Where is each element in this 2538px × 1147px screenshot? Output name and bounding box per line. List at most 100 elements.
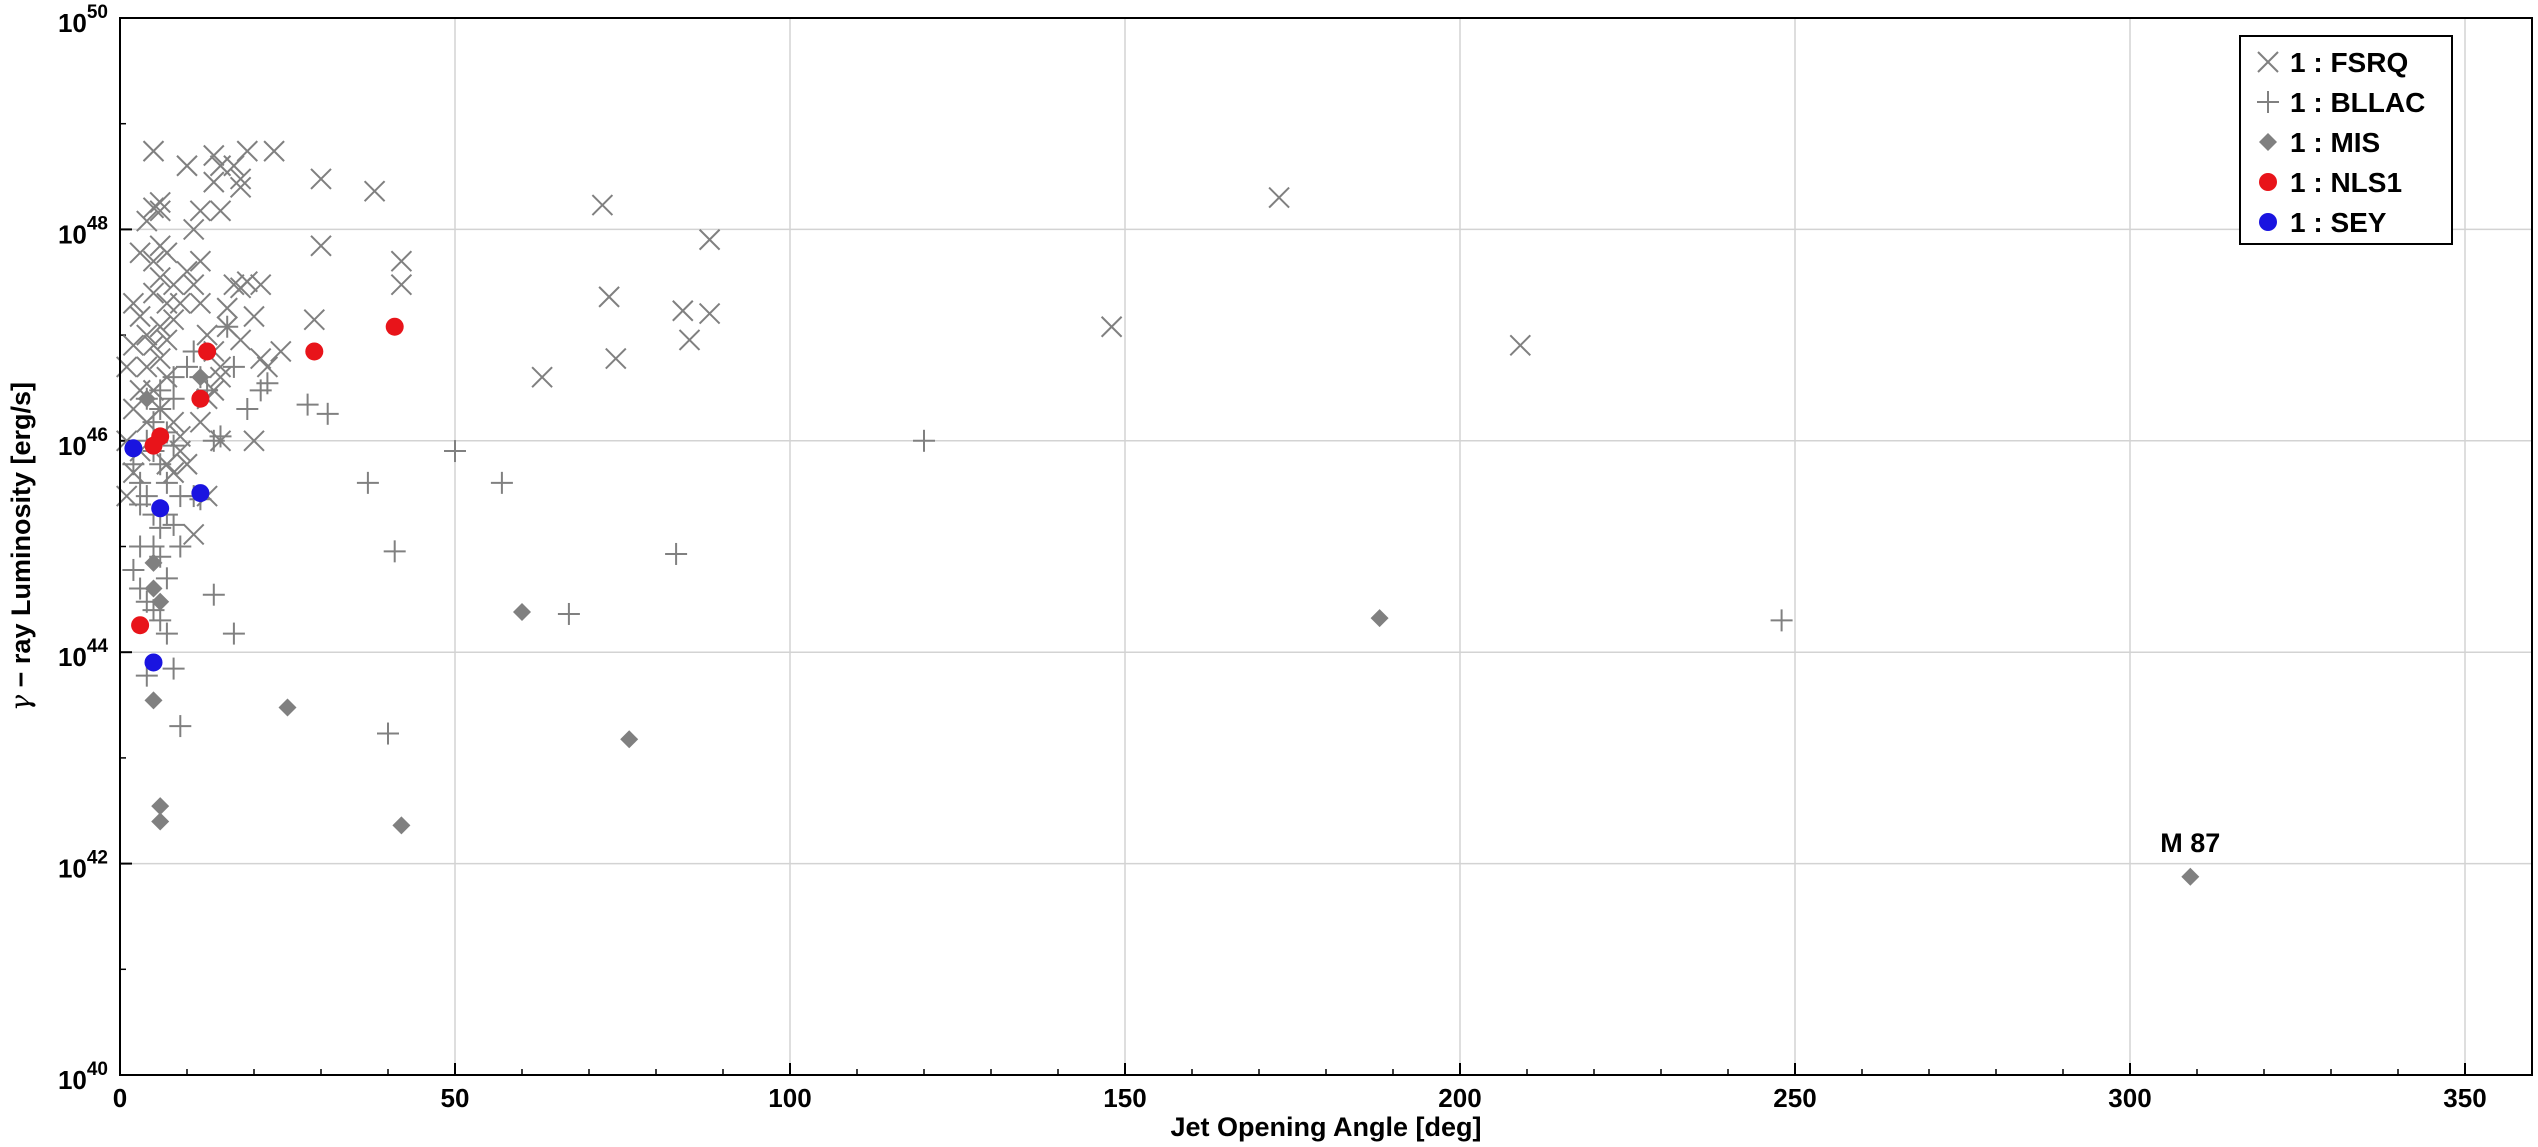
data-point-mis — [620, 730, 639, 749]
y-tick-label: 1044 — [58, 636, 108, 672]
marker-stroke — [209, 200, 232, 222]
marker-stroke — [236, 270, 259, 293]
data-point-fsrq — [390, 250, 413, 272]
marker-stroke — [698, 228, 721, 251]
data-point-bllac — [129, 493, 152, 516]
data-point-mis — [278, 698, 297, 717]
data-point-fsrq — [136, 210, 158, 232]
data-point-mis — [151, 797, 170, 816]
data-point-fsrq — [310, 168, 332, 190]
data-point-fsrq — [1100, 316, 1123, 338]
marker-stroke — [209, 356, 232, 378]
data-point-bllac — [162, 657, 185, 680]
data-point-bllac — [142, 411, 165, 434]
data-point-bllac — [222, 622, 245, 645]
data-point-fsrq — [698, 302, 721, 325]
marker-stroke — [203, 144, 225, 167]
data-point-bllac — [377, 722, 399, 745]
marker-stroke — [129, 242, 151, 264]
axis-tick-labels: 0 50 100 150 200 250 300 350 1040 1042 1044 1046 104… — [58, 2, 2487, 1113]
data-point-nls1 — [144, 436, 163, 455]
data-point-mis — [144, 579, 163, 598]
marker-stroke — [129, 305, 151, 328]
data-point-fsrq — [149, 266, 171, 289]
data-point-fsrq — [142, 140, 165, 162]
data-point-fsrq — [176, 155, 198, 177]
data-point-fsrq — [176, 453, 198, 475]
data-point-mis — [513, 603, 531, 622]
marker-stroke — [142, 282, 165, 304]
marker-stroke — [149, 200, 171, 222]
y-tick-label: 1046 — [58, 425, 108, 461]
marker-stroke — [142, 250, 165, 272]
annotation-label: M 87 — [2160, 828, 2220, 858]
data-point-fsrq — [249, 273, 272, 296]
data-point-fsrq — [149, 200, 171, 222]
marker-stroke — [182, 273, 205, 296]
legend-label: 1 : NLS1 — [2290, 167, 2402, 198]
data-point-fsrq — [243, 430, 265, 452]
series-nls1 — [131, 317, 404, 635]
legend-marker — [2257, 51, 2279, 73]
data-point-mis — [151, 812, 170, 831]
legend-item-sey: 1 : SEY — [2259, 207, 2387, 238]
data-point-fsrq — [182, 218, 205, 241]
data-point-bllac — [149, 516, 172, 539]
data-point-mis — [1370, 609, 1389, 628]
marker-stroke — [672, 300, 694, 322]
data-point-fsrq — [598, 286, 620, 308]
data-point-fsrq — [256, 356, 279, 378]
marker-stroke — [156, 242, 178, 264]
data-point-fsrq — [136, 324, 158, 346]
marker-stroke — [176, 155, 198, 177]
data-point-fsrq — [591, 194, 614, 216]
data-point-bllac — [296, 393, 319, 416]
data-point-fsrq — [176, 260, 198, 283]
marker-stroke — [243, 305, 265, 328]
data-point-fsrq — [156, 292, 178, 314]
marker-stroke — [149, 316, 171, 338]
data-point-bllac — [142, 535, 165, 558]
data-point-fsrq — [156, 329, 178, 351]
data-point-fsrq — [149, 316, 171, 338]
marker-stroke — [176, 453, 198, 475]
data-point-fsrq — [236, 270, 259, 293]
marker-stroke — [189, 200, 212, 222]
data-point-bllac — [149, 453, 172, 476]
marker-stroke — [136, 324, 158, 346]
data-point-nls1 — [305, 342, 324, 361]
data-point-fsrq — [189, 250, 212, 272]
data-point-fsrq — [236, 140, 259, 162]
data-point-fsrq — [209, 356, 232, 378]
marker-stroke — [136, 356, 158, 378]
data-point-mis — [191, 368, 210, 387]
data-point-fsrq — [672, 300, 694, 322]
data-point-bllac — [209, 425, 232, 448]
marker-stroke — [149, 191, 171, 214]
marker-stroke — [156, 329, 178, 351]
data-point-fsrq — [203, 171, 225, 193]
marker-stroke — [196, 324, 218, 346]
data-point-fsrq — [243, 305, 265, 328]
y-tick-label: 1050 — [58, 2, 108, 38]
data-point-bllac — [1770, 609, 1793, 632]
data-point-fsrq — [390, 273, 413, 296]
marker-stroke — [189, 292, 212, 314]
data-point-sey — [191, 484, 210, 503]
data-point-fsrq — [209, 366, 232, 388]
marker-stroke — [363, 180, 386, 202]
data-points — [115, 140, 2200, 886]
plot-frame — [119, 17, 2533, 1076]
data-point-fsrq — [209, 200, 232, 222]
x-tick-label: 200 — [1438, 1083, 1481, 1113]
data-point-mis — [144, 553, 163, 572]
legend-item-mis: 1 : MIS — [2259, 127, 2380, 158]
data-point-bllac — [256, 372, 279, 395]
data-point-fsrq — [1509, 334, 1532, 357]
data-point-fsrq — [249, 347, 272, 370]
x-tick-label: 300 — [2108, 1083, 2151, 1113]
marker-stroke — [216, 297, 238, 319]
marker-stroke — [2257, 51, 2279, 73]
x-tick-label: 0 — [113, 1083, 127, 1113]
